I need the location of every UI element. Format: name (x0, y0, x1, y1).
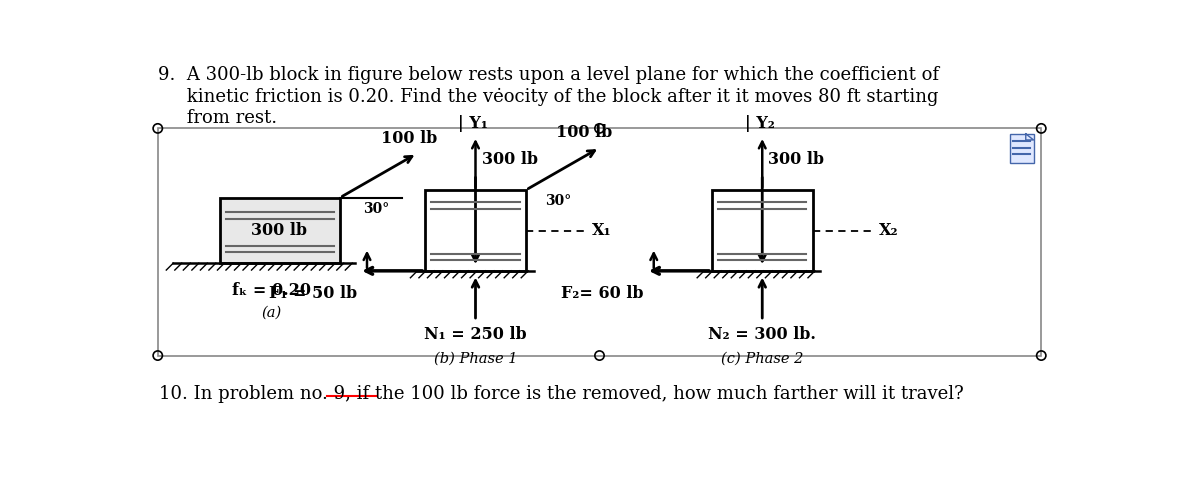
Bar (220, 198, 340, 263)
Text: (b) Phase 1: (b) Phase 1 (433, 352, 517, 365)
Bar (425, 190, 526, 271)
Text: 10. In problem no. 9, if the 100 lb force is the removed, how much farther will : 10. In problem no. 9, if the 100 lb forc… (160, 385, 964, 403)
Text: F₂= 60 lb: F₂= 60 lb (562, 285, 643, 302)
Text: fₖ = 0.20: fₖ = 0.20 (232, 282, 311, 299)
Text: 300 lb: 300 lb (481, 151, 538, 168)
Text: 100 lb: 100 lb (556, 124, 612, 141)
Text: N₁ = 250 lb: N₁ = 250 lb (424, 326, 527, 343)
Text: 300 lb: 300 lb (768, 151, 824, 168)
Bar (157, 128, 1042, 356)
Text: from rest.: from rest. (157, 109, 277, 127)
Text: F₁ = 50 lb: F₁ = 50 lb (269, 285, 356, 302)
Text: kinetic friction is 0.20. Find the vėocity of the block after it it moves 80 ft: kinetic friction is 0.20. Find the vėoc… (157, 87, 938, 106)
Text: | Y₁: | Y₁ (458, 115, 488, 132)
Text: (a): (a) (262, 306, 282, 319)
Text: X₁: X₁ (592, 222, 611, 239)
Text: 300 lb: 300 lb (252, 222, 307, 239)
Text: N₂ = 300 lb.: N₂ = 300 lb. (708, 326, 816, 343)
Bar (712, 190, 812, 271)
Text: 30°: 30° (364, 202, 389, 215)
Text: 100 lb: 100 lb (382, 130, 438, 147)
Text: (c) Phase 2: (c) Phase 2 (721, 352, 804, 365)
Text: | Y₂: | Y₂ (745, 115, 775, 132)
Text: X₂: X₂ (878, 222, 898, 239)
Text: 30°: 30° (545, 194, 571, 208)
Bar (1010, 134, 1033, 163)
Text: 9.  A 300-lb block in figure below rests upon a level plane for which the coeffi: 9. A 300-lb block in figure below rests … (157, 66, 938, 84)
